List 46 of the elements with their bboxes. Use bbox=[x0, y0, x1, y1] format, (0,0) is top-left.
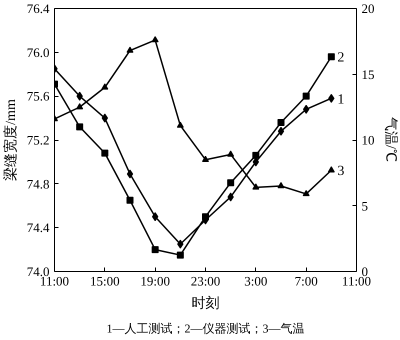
y2-tick-label: 10 bbox=[362, 132, 374, 148]
y2-axis-title: 气温/℃ bbox=[382, 117, 398, 162]
y-tick-label: 74.8 bbox=[26, 176, 50, 192]
x-tick-label: 23:00 bbox=[190, 274, 220, 288]
y-tick-label: 75.6 bbox=[26, 88, 50, 104]
point bbox=[76, 123, 84, 130]
point bbox=[126, 169, 134, 178]
series-label: 1 bbox=[337, 92, 344, 108]
point bbox=[278, 182, 284, 188]
x-tick-label: 19:00 bbox=[140, 274, 170, 288]
point bbox=[76, 103, 84, 110]
point bbox=[252, 152, 260, 159]
point bbox=[302, 92, 310, 100]
point bbox=[176, 122, 184, 128]
y-tick-label: 74.4 bbox=[26, 220, 50, 236]
y2-tick-label: 15 bbox=[362, 66, 374, 82]
point bbox=[176, 252, 184, 259]
text: 1—人工测试；2—仪器测试；3—气温 bbox=[106, 322, 304, 336]
point bbox=[152, 246, 159, 254]
x-tick-label: 15:00 bbox=[90, 274, 120, 288]
y-tick-label: 75.2 bbox=[26, 132, 50, 148]
point bbox=[126, 46, 134, 53]
point bbox=[101, 83, 108, 90]
y2-tick-label: 20 bbox=[362, 1, 374, 16]
x-tick-label: 3:00 bbox=[244, 274, 268, 288]
point bbox=[227, 150, 234, 157]
y-axis-title: 梁缝宽度/mm bbox=[2, 99, 19, 181]
point bbox=[227, 179, 234, 186]
point bbox=[278, 126, 284, 136]
y2-tick-label: 5 bbox=[362, 198, 368, 214]
point bbox=[328, 166, 335, 172]
y-tick-label: 76.4 bbox=[26, 1, 50, 16]
point bbox=[101, 150, 108, 157]
y-tick-label: 76.0 bbox=[26, 44, 50, 60]
series-label: 3 bbox=[337, 164, 344, 180]
series-label: 2 bbox=[337, 50, 344, 66]
point bbox=[202, 213, 209, 220]
point bbox=[152, 36, 159, 42]
point bbox=[126, 196, 134, 204]
x-tick-label: 7:00 bbox=[294, 274, 318, 288]
point bbox=[278, 118, 284, 126]
point bbox=[328, 53, 335, 60]
point bbox=[202, 156, 209, 162]
x-axis-title: 时刻 bbox=[192, 296, 220, 312]
point bbox=[302, 190, 310, 196]
point bbox=[252, 183, 260, 190]
